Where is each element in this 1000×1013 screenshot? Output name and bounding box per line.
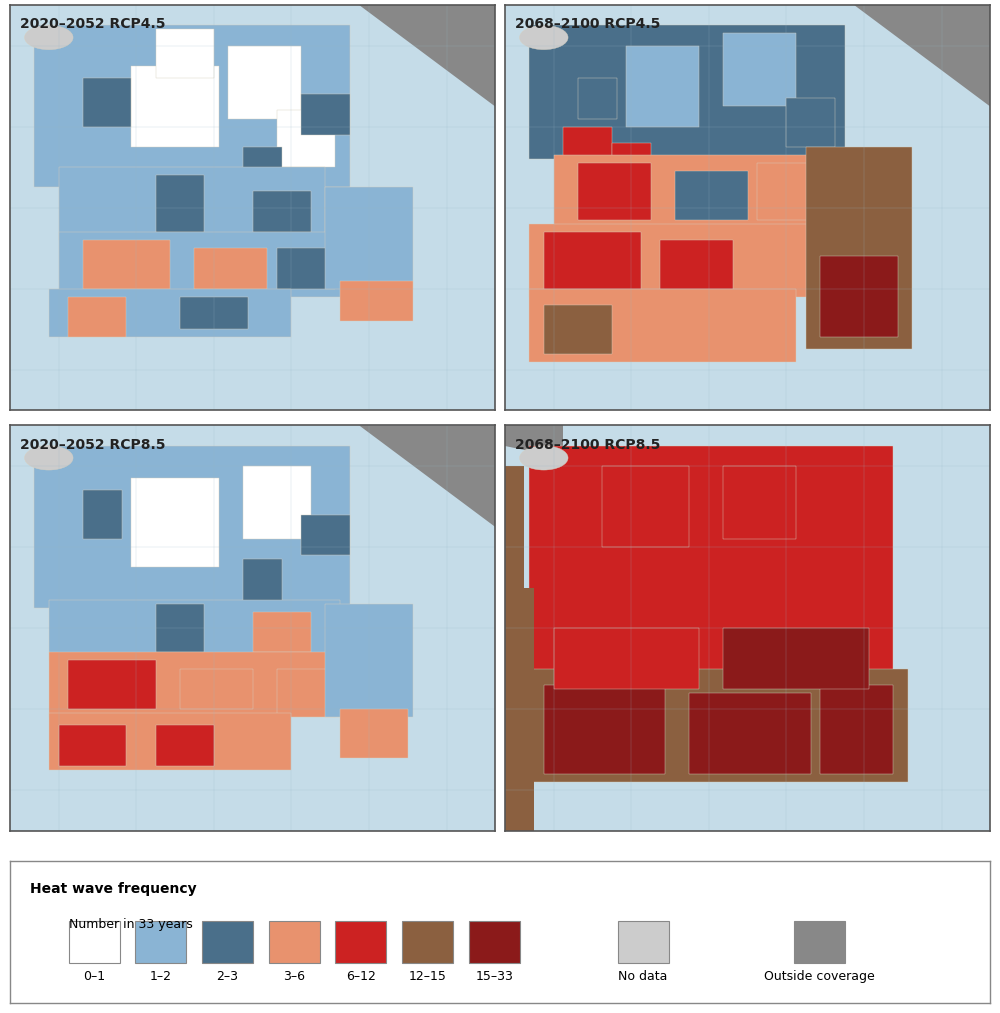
Bar [58, 232, 350, 297]
Text: 12–15: 12–15 [409, 970, 446, 984]
FancyBboxPatch shape [135, 921, 186, 963]
Bar [529, 446, 893, 689]
Bar [131, 478, 219, 567]
Bar [723, 628, 869, 689]
Bar [252, 191, 311, 232]
Bar [49, 289, 291, 337]
Bar [49, 600, 340, 660]
Polygon shape [359, 425, 495, 527]
Bar [243, 559, 282, 608]
Bar [325, 187, 413, 289]
Bar [529, 25, 844, 159]
Ellipse shape [520, 446, 568, 470]
Bar [660, 240, 733, 289]
FancyBboxPatch shape [269, 921, 320, 963]
Bar [340, 281, 413, 321]
Text: Outside coverage: Outside coverage [764, 970, 875, 984]
Bar [723, 466, 796, 539]
Text: 0–1: 0–1 [83, 970, 105, 984]
Bar [675, 171, 748, 220]
Bar [131, 66, 219, 147]
Bar [34, 25, 350, 187]
FancyBboxPatch shape [794, 921, 845, 963]
Polygon shape [359, 5, 495, 106]
Text: No data: No data [618, 970, 668, 984]
FancyBboxPatch shape [202, 921, 253, 963]
Bar [757, 163, 815, 220]
Bar [689, 693, 811, 774]
Bar [529, 289, 796, 362]
Bar [563, 127, 612, 159]
Bar [68, 660, 156, 709]
Bar [723, 33, 796, 106]
Bar [68, 297, 126, 337]
Bar [49, 652, 350, 717]
Bar [529, 224, 844, 297]
Bar [301, 94, 350, 135]
Bar [277, 110, 335, 167]
Bar [544, 685, 665, 774]
Text: 15–33: 15–33 [475, 970, 513, 984]
Bar [806, 147, 912, 349]
Bar [786, 98, 835, 147]
Bar [602, 466, 689, 547]
Bar [544, 232, 641, 289]
Bar [34, 446, 350, 608]
Text: 2020–2052 RCP4.5: 2020–2052 RCP4.5 [20, 17, 165, 31]
FancyBboxPatch shape [618, 921, 669, 963]
Bar [277, 669, 335, 717]
Bar [325, 604, 413, 717]
Bar [243, 466, 311, 539]
Bar [194, 248, 267, 289]
Bar [612, 143, 650, 167]
Bar [83, 78, 131, 127]
Bar [820, 685, 893, 774]
Ellipse shape [25, 25, 73, 50]
Bar [340, 709, 408, 758]
Bar [277, 248, 335, 289]
Bar [58, 167, 325, 240]
Bar [544, 305, 612, 354]
Text: 2068–2100 RCP4.5: 2068–2100 RCP4.5 [515, 17, 660, 31]
Polygon shape [505, 425, 563, 458]
Text: Heat wave frequency: Heat wave frequency [30, 882, 196, 897]
Ellipse shape [520, 25, 568, 50]
Bar [554, 628, 699, 689]
Text: 6–12: 6–12 [346, 970, 376, 984]
Text: 2068–2100 RCP8.5: 2068–2100 RCP8.5 [515, 438, 660, 452]
Bar [578, 78, 617, 119]
Bar [83, 490, 122, 539]
Bar [83, 240, 170, 289]
Bar [554, 155, 820, 228]
Bar [578, 163, 650, 220]
FancyBboxPatch shape [469, 921, 520, 963]
Text: 1–2: 1–2 [150, 970, 172, 984]
Bar [243, 147, 282, 187]
Text: 2020–2052 RCP8.5: 2020–2052 RCP8.5 [20, 438, 165, 452]
Bar [49, 713, 291, 770]
Polygon shape [854, 5, 990, 106]
FancyBboxPatch shape [335, 921, 386, 963]
Bar [529, 669, 908, 782]
Bar [58, 725, 126, 766]
Bar [180, 297, 248, 329]
Text: 2–3: 2–3 [217, 970, 239, 984]
Bar [301, 515, 350, 555]
FancyBboxPatch shape [402, 921, 453, 963]
Bar [180, 669, 252, 709]
Bar [156, 175, 204, 232]
Bar [228, 46, 301, 119]
Bar [505, 466, 524, 588]
Ellipse shape [25, 446, 73, 470]
Bar [626, 46, 699, 127]
Text: Number in 33 years: Number in 33 years [69, 918, 193, 931]
FancyBboxPatch shape [69, 921, 120, 963]
Bar [820, 256, 898, 337]
Text: 3–6: 3–6 [283, 970, 305, 984]
Bar [156, 604, 204, 652]
Bar [156, 29, 214, 78]
Bar [156, 725, 214, 766]
Bar [252, 612, 311, 652]
Bar [505, 588, 534, 831]
